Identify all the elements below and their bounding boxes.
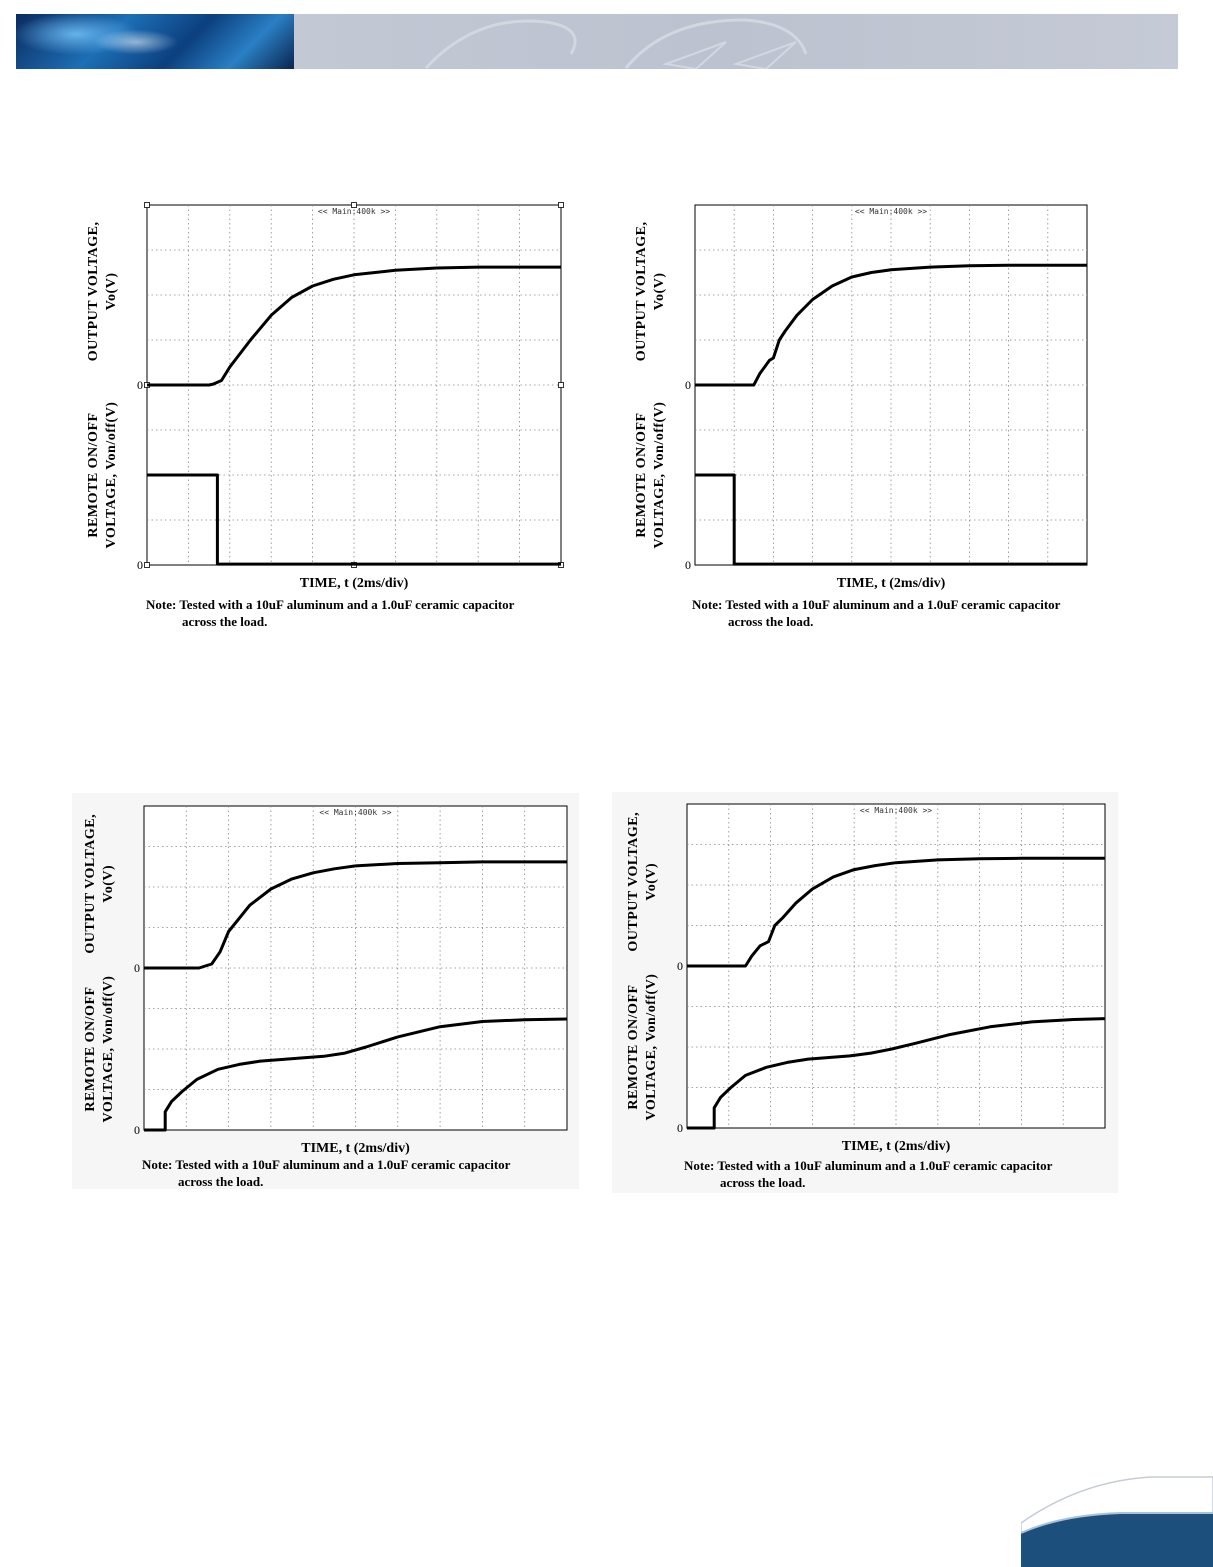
y-axis-label-upper: Vo(V) [652, 273, 667, 311]
note-line-1: Note: Tested with a 10uF aluminum and a … [146, 597, 515, 612]
y-axis-label-lower: REMOTE ON/OFF [83, 986, 98, 1111]
scope-label: << Main:400k >> [318, 207, 390, 216]
y-axis-label-upper: Vo(V) [104, 273, 119, 311]
trace-remote-on-off [695, 473, 1087, 566]
chart-svg: << Main:400k >> 0 0 TIME, t (2ms/div) OUTPUT… [83, 805, 568, 1156]
zero-label-upper: 0 [137, 378, 143, 392]
note-line-2: across the load. [182, 614, 268, 629]
chart-panel-bottom-right: << Main:400k >> 0 0 TIME, t (2ms/div) OUTPUT… [612, 792, 1118, 1193]
note-line-2: across the load. [728, 614, 814, 629]
chart-note: Note: Tested with a 10uF aluminum and a … [684, 1157, 1052, 1191]
y-axis-label-upper: OUTPUT VOLTAGE, [634, 222, 649, 362]
selection-handle [351, 202, 357, 208]
zero-label-upper: 0 [134, 961, 140, 975]
scope-label: << Main:400k >> [855, 207, 927, 216]
y-axis-label-lower: REMOTE ON/OFF [634, 412, 649, 537]
chart-svg: << Main:400k >> 0 0 TIME, t (2ms/div) OUTPUT… [86, 202, 564, 591]
chart-note: Note: Tested with a 10uF aluminum and a … [146, 596, 514, 630]
y-axis-label-lower: VOLTAGE, Von/off(V) [101, 976, 116, 1123]
trace-remote-on-off [687, 1017, 1106, 1130]
selection-handle [558, 382, 564, 388]
selection-handle [144, 202, 150, 208]
zero-label-upper: 0 [685, 378, 691, 392]
trace-output-voltage [695, 263, 1087, 387]
note-line-2: across the load. [720, 1175, 806, 1190]
banner-photo [16, 14, 294, 69]
y-axis-label-upper: OUTPUT VOLTAGE, [83, 814, 98, 954]
zero-label-lower: 0 [677, 1121, 683, 1135]
chart-note: Note: Tested with a 10uF aluminum and a … [692, 596, 1060, 630]
zero-label-upper: 0 [677, 959, 683, 973]
banner-swoosh [424, 18, 808, 69]
chart-panel-top-right: << Main:400k >> 0 0 TIME, t (2ms/div) OUTPUT… [620, 195, 1140, 650]
y-axis-label-upper: OUTPUT VOLTAGE, [626, 812, 641, 952]
trace-output-voltage [687, 856, 1105, 968]
y-axis-label-lower: VOLTAGE, Von/off(V) [652, 402, 667, 549]
trace-output-voltage [147, 265, 561, 387]
zero-label-lower: 0 [137, 558, 143, 572]
x-axis-label: TIME, t (2ms/div) [842, 1139, 951, 1154]
chart-panel-bottom-left: << Main:400k >> 0 0 TIME, t (2ms/div) OUTPUT… [72, 793, 579, 1189]
zero-label-lower: 0 [134, 1123, 140, 1137]
y-axis-label-lower: VOLTAGE, Von/off(V) [644, 974, 659, 1121]
note-line-1: Note: Tested with a 10uF aluminum and a … [684, 1158, 1053, 1173]
note-line-1: Note: Tested with a 10uF aluminum and a … [142, 1157, 511, 1172]
scope-label: << Main:400k >> [860, 806, 932, 815]
chart-panel-top-left: << Main:400k >> 0 0 TIME, t (2ms/div) OUTPUT… [72, 195, 592, 650]
chart-note: Note: Tested with a 10uF aluminum and a … [142, 1156, 510, 1190]
trace-remote-on-off [147, 473, 561, 566]
trace-output-voltage [144, 860, 567, 970]
note-line-1: Note: Tested with a 10uF aluminum and a … [692, 597, 1061, 612]
x-axis-label: TIME, t (2ms/div) [300, 576, 409, 591]
scope-label: << Main:400k >> [319, 808, 391, 817]
y-axis-label-lower: REMOTE ON/OFF [626, 984, 641, 1109]
y-axis-label-upper: Vo(V) [644, 863, 659, 901]
selection-handle [558, 202, 564, 208]
y-axis-label-upper: Vo(V) [101, 865, 116, 903]
chart-svg: << Main:400k >> 0 0 TIME, t (2ms/div) OUTPUT… [626, 803, 1106, 1154]
x-axis-label: TIME, t (2ms/div) [301, 1141, 410, 1156]
y-axis-label-lower: VOLTAGE, Von/off(V) [104, 402, 119, 549]
y-axis-label-lower: REMOTE ON/OFF [86, 412, 101, 537]
header-banner [16, 14, 1178, 69]
note-line-2: across the load. [178, 1174, 264, 1189]
corner-swoosh [1021, 1476, 1213, 1567]
zero-label-lower: 0 [685, 558, 691, 572]
trace-remote-on-off [144, 1017, 568, 1132]
y-axis-label-upper: OUTPUT VOLTAGE, [86, 222, 101, 362]
selection-handle [144, 562, 150, 568]
chart-svg: << Main:400k >> 0 0 TIME, t (2ms/div) OUTPUT… [634, 204, 1088, 591]
x-axis-label: TIME, t (2ms/div) [837, 576, 946, 591]
